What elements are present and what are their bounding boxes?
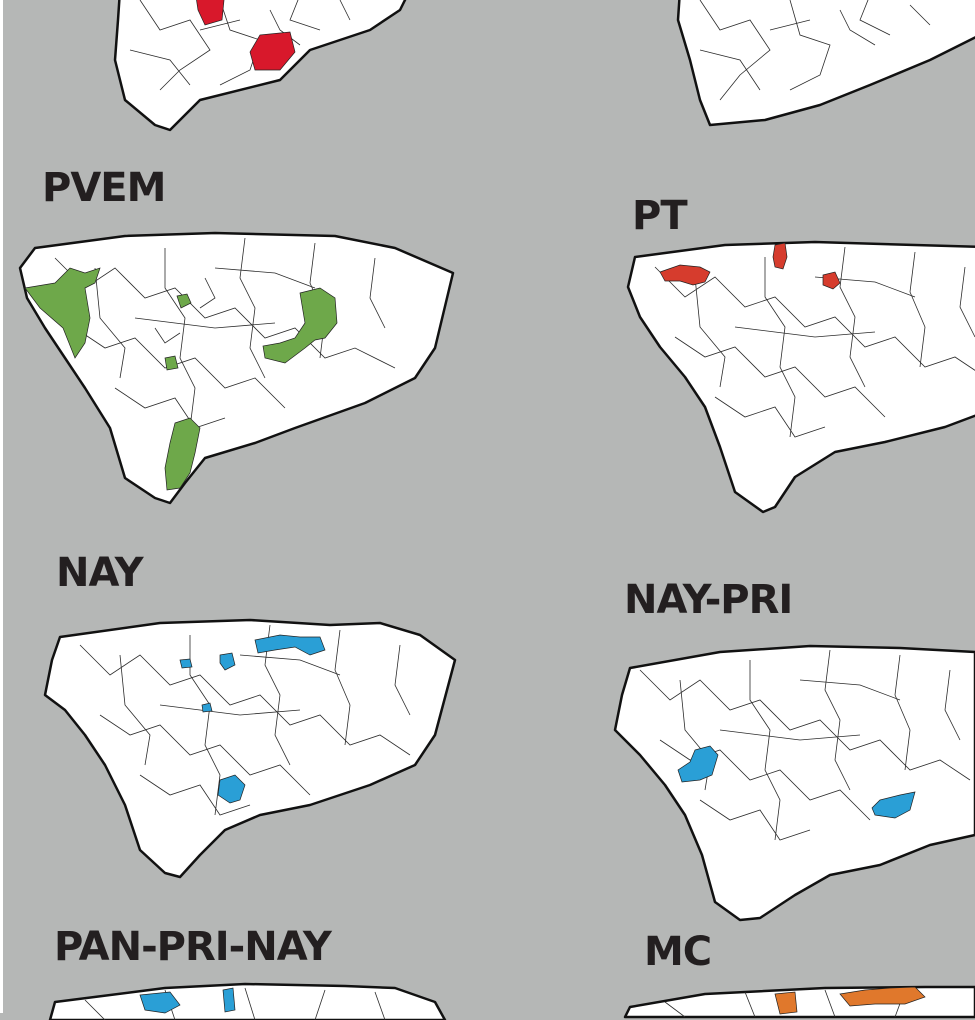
highlighted-region xyxy=(222,987,236,1013)
map-mc xyxy=(623,985,975,1019)
map-top-left xyxy=(113,0,407,132)
highlighted-region xyxy=(139,991,181,1014)
map-top-right xyxy=(676,0,975,127)
highlighted-region xyxy=(254,634,326,656)
highlighted-region xyxy=(677,745,719,783)
highlighted-region xyxy=(179,658,193,669)
panel-label: NAY-PRI xyxy=(624,577,793,623)
highlighted-region xyxy=(774,991,798,1015)
panel-label: NAY xyxy=(56,550,144,596)
map-pt xyxy=(626,240,975,514)
panel-label: PVEM xyxy=(42,165,166,211)
highlighted-region xyxy=(219,652,236,671)
highlighted-region xyxy=(201,702,213,713)
highlighted-region xyxy=(176,293,192,309)
map-nay-pri xyxy=(613,644,975,922)
map-pan-pri-nay xyxy=(48,982,447,1020)
highlighted-region xyxy=(249,31,296,71)
panel-label: PAN-PRI-NAY xyxy=(54,924,332,970)
panel-label: PT xyxy=(632,193,688,239)
highlighted-region xyxy=(164,417,201,491)
highlighted-region xyxy=(871,791,916,819)
highlighted-region xyxy=(217,774,246,804)
highlighted-region xyxy=(196,0,225,26)
left-edge xyxy=(0,0,3,1013)
highlighted-region xyxy=(839,986,926,1007)
map-pvem xyxy=(18,231,455,505)
highlighted-region xyxy=(262,287,338,364)
panel-label: MC xyxy=(644,929,712,975)
highlighted-region xyxy=(164,355,179,371)
highlighted-region xyxy=(659,264,711,286)
highlighted-region xyxy=(822,271,841,290)
highlighted-region xyxy=(772,242,788,270)
map-nay xyxy=(43,618,457,879)
highlighted-region xyxy=(24,267,101,359)
